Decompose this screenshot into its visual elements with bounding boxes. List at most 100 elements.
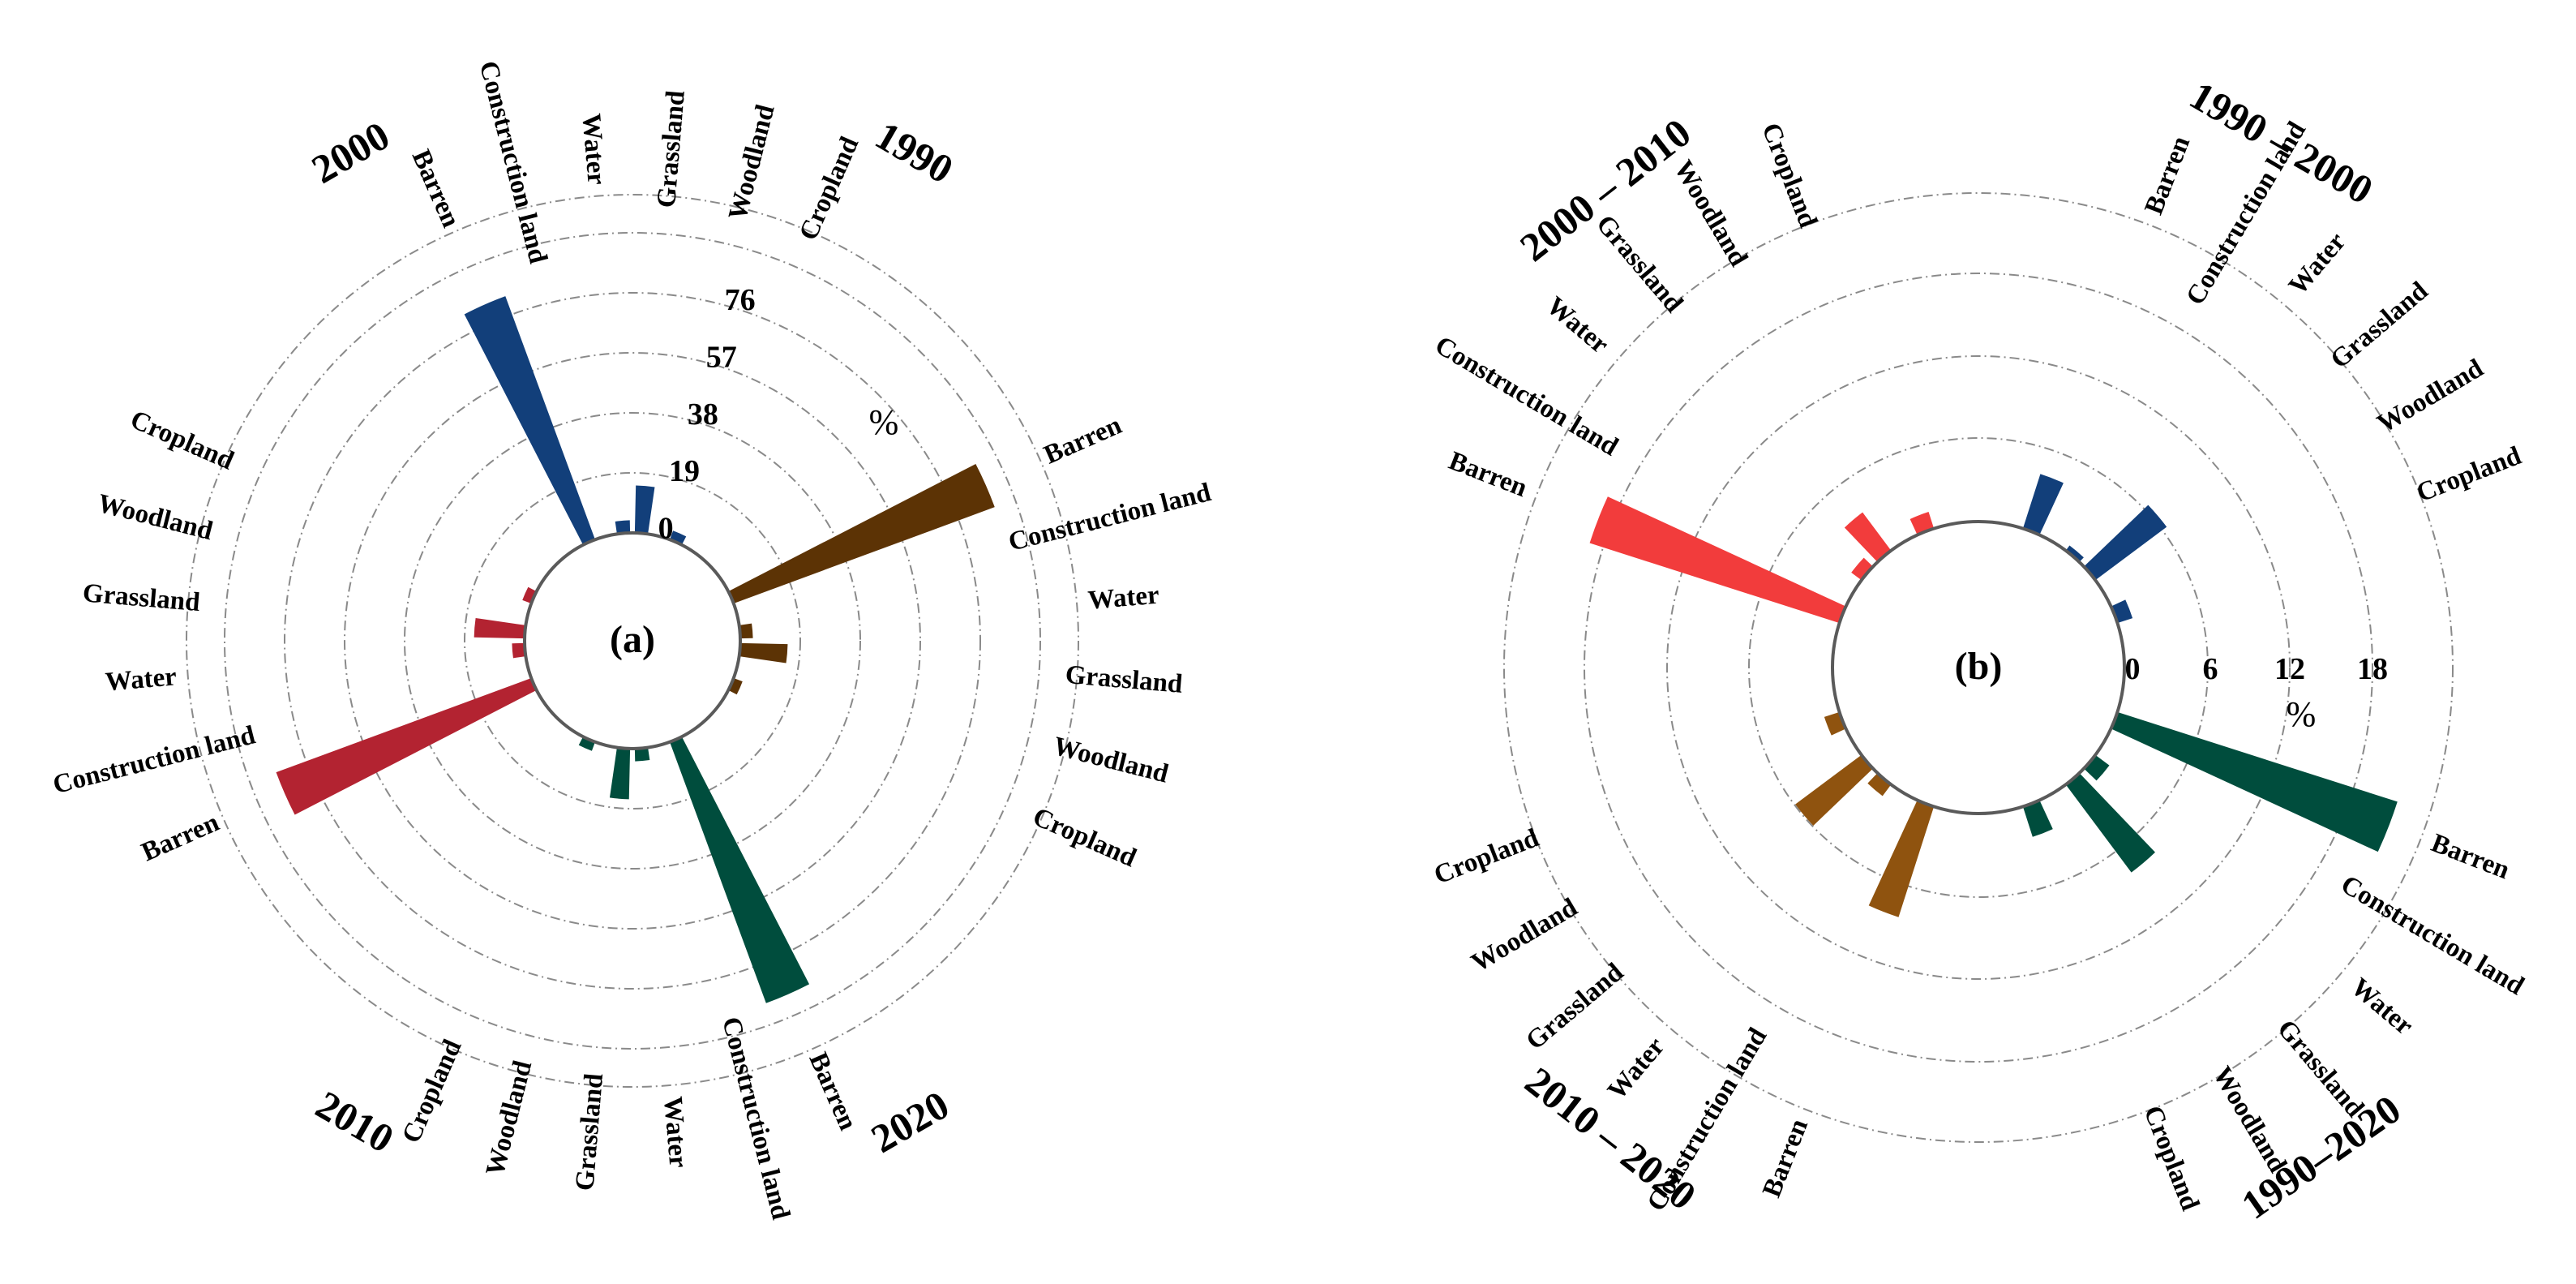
category-label-woodland: Woodland xyxy=(723,101,781,222)
grid-ring xyxy=(284,292,981,990)
inner-circle xyxy=(523,531,742,750)
bar-2010-2020-water xyxy=(1867,773,1892,797)
category-label-water: Water xyxy=(2283,227,2351,300)
category-label-cropland: Cropland xyxy=(1430,823,1543,891)
bar-1990-2000-grassland xyxy=(2084,505,2167,581)
unit-label: % xyxy=(2287,694,2317,734)
radial-tick-label: 19 xyxy=(669,454,700,488)
category-label-construction-land: Construction land xyxy=(50,720,259,800)
bar-2000-cropland xyxy=(522,586,537,603)
unit-label: % xyxy=(869,402,899,442)
bar-1990-2000-barren xyxy=(2022,474,2064,535)
bar-2010-barren xyxy=(670,736,810,1003)
category-label-barren: Barren xyxy=(1445,446,1531,503)
category-label-woodland: Woodland xyxy=(1050,732,1171,789)
period-label-2000: 2000 xyxy=(304,112,397,191)
category-label-barren: Barren xyxy=(406,145,465,231)
bar-2010-cropland xyxy=(578,736,595,751)
category-label-construction-land: Construction land xyxy=(1005,478,1214,557)
bar-1990-water xyxy=(615,520,631,535)
category-label-barren: Barren xyxy=(2139,132,2196,218)
category-label-barren: Barren xyxy=(2427,828,2513,885)
bar-2000-2010-barren xyxy=(1589,496,1846,624)
radial-tick-label: 57 xyxy=(706,340,737,374)
bar-2010-2020-barren xyxy=(1868,800,1935,917)
category-label-woodland: Woodland xyxy=(2372,354,2488,439)
radial-tick-label: 12 xyxy=(2274,652,2305,686)
category-label-grassland: Grassland xyxy=(2325,277,2434,375)
category-label-woodland: Woodland xyxy=(1668,156,1753,272)
category-label-cropland: Cropland xyxy=(794,132,864,244)
category-label-water: Water xyxy=(658,1095,692,1169)
bar-2020-barren xyxy=(728,463,995,603)
category-label-woodland: Woodland xyxy=(95,489,216,547)
period-label-2010: 2010 xyxy=(308,1082,401,1162)
radial-tick-label: 0 xyxy=(2125,652,2141,686)
bar-2000-2010-water xyxy=(1851,557,1873,581)
grid-ring xyxy=(464,472,801,809)
category-label-cropland: Cropland xyxy=(2412,441,2525,509)
category-label-water: Water xyxy=(1541,291,1614,359)
category-label-water: Water xyxy=(1087,581,1160,616)
radial-tick-label: 6 xyxy=(2203,652,2218,686)
bar-1990-barren xyxy=(464,296,595,545)
bar-1990-2000-water xyxy=(2065,545,2084,562)
category-label-grassland: Grassland xyxy=(82,578,201,617)
category-label-construction-land: Construction land xyxy=(716,1014,795,1222)
period-label-1990-2000: 1990 – 2000 xyxy=(2183,72,2381,213)
panel-label: (a) xyxy=(610,618,655,661)
category-label-grassland: Grassland xyxy=(1590,209,1688,318)
category-label-cropland: Cropland xyxy=(2138,1101,2205,1214)
category-label-cropland: Cropland xyxy=(396,1035,467,1147)
radial-tick-label: 18 xyxy=(2357,652,2388,686)
category-label-grassland: Grassland xyxy=(652,89,691,208)
grid-ring xyxy=(1503,192,2454,1143)
category-label-construction-land: Construction land xyxy=(474,58,553,267)
period-label-2020: 2020 xyxy=(864,1082,957,1162)
grid-ring xyxy=(404,412,861,870)
radial-tick-label: 76 xyxy=(725,283,756,317)
category-label-woodland: Woodland xyxy=(1467,893,1583,978)
bar-1990-cropland xyxy=(670,530,687,545)
grid-ring xyxy=(344,352,921,930)
category-label-barren: Barren xyxy=(1039,410,1125,470)
bar-2010-2020-grassland xyxy=(1795,754,1873,826)
grid-ring xyxy=(1584,273,2373,1063)
bar-2020-water xyxy=(739,623,753,639)
bar-2020-cropland xyxy=(728,678,743,695)
bar-2020-grassland xyxy=(739,642,788,663)
category-label-barren: Barren xyxy=(803,1048,862,1134)
category-label-woodland: Woodland xyxy=(481,1058,538,1179)
grid-ring xyxy=(186,194,1079,1088)
category-label-barren: Barren xyxy=(137,808,223,867)
bar-1990-2020-barren xyxy=(2111,711,2398,852)
category-label-water: Water xyxy=(1602,1032,1670,1105)
grid-ring xyxy=(1748,437,2209,898)
category-label-grassland: Grassland xyxy=(570,1072,609,1192)
period-label-1990: 1990 xyxy=(868,112,961,191)
bar-1990-2020-grassland xyxy=(2065,773,2155,873)
bar-1990-grassland xyxy=(634,485,655,535)
category-label-water: Water xyxy=(576,113,611,187)
panel-label: (b) xyxy=(1955,645,2003,688)
radial-tick-label: 0 xyxy=(658,512,674,546)
category-label-grassland: Grassland xyxy=(1064,660,1183,699)
category-label-cropland: Cropland xyxy=(1755,119,1823,232)
category-label-cropland: Cropland xyxy=(126,405,238,475)
bar-2010-water xyxy=(634,747,650,762)
radial-tick-label: 38 xyxy=(688,397,718,432)
bar-2010-grassland xyxy=(609,747,631,800)
category-label-cropland: Cropland xyxy=(1028,802,1140,873)
category-label-water: Water xyxy=(2345,973,2418,1041)
panel-a-chart: Barren Construction land Water Grassland Woo… xyxy=(50,58,1214,1222)
grid-ring xyxy=(224,232,1041,1050)
category-label-barren: Barren xyxy=(1757,1115,1814,1201)
inner-circle xyxy=(1831,520,2126,815)
bar-1990-2020-cropland xyxy=(2022,800,2053,837)
category-label-water: Water xyxy=(105,662,178,697)
grid-ring xyxy=(1666,355,2291,980)
bar-1990-2020-water xyxy=(2084,754,2110,781)
bar-2000-barren xyxy=(276,678,537,815)
